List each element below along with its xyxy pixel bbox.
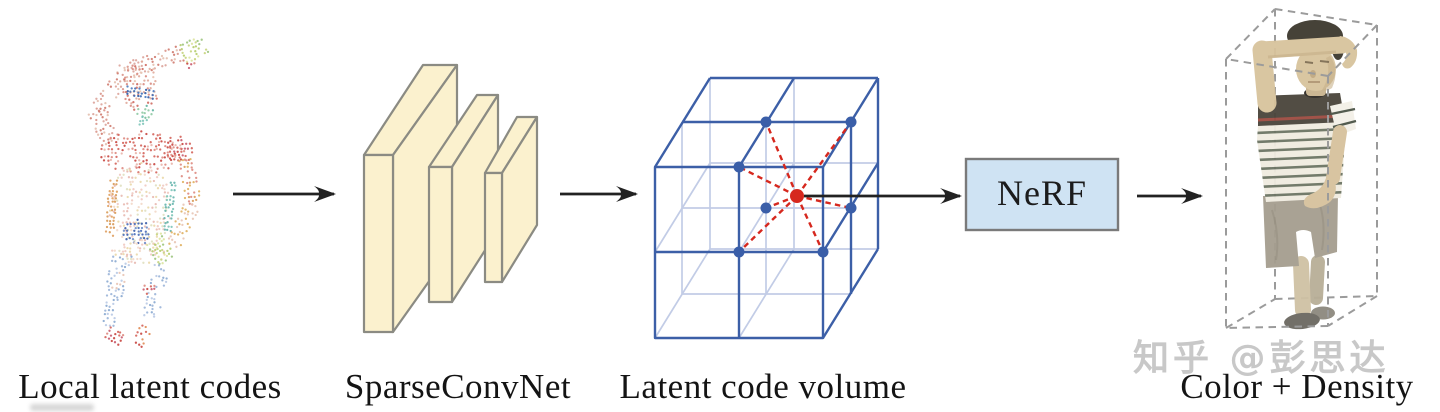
shirt-red-stripe <box>1257 114 1345 122</box>
query-point <box>790 189 804 203</box>
person-eye <box>1319 60 1330 63</box>
latent-code-points <box>733 116 857 258</box>
sleeve-stripe <box>1330 107 1356 116</box>
nerf-box <box>964 157 1120 232</box>
output-bounding-box <box>1225 8 1378 329</box>
person-front-shoe <box>1284 312 1320 330</box>
person-lower-arm <box>1326 125 1347 185</box>
latent-code-volume-cube <box>653 76 880 340</box>
person-shorts <box>1263 194 1338 268</box>
point-cloud-figure <box>87 38 210 348</box>
nerf-box-label: NeRF <box>996 173 1088 214</box>
person-forearm <box>1253 36 1351 59</box>
person-upper-arm <box>1252 40 1277 113</box>
conv-slab-3 <box>483 115 539 284</box>
shorts-folds <box>1271 204 1325 261</box>
label-sparseconvnet: SparseConvNet <box>344 367 572 406</box>
person-photo <box>1252 20 1358 330</box>
forearm-shading <box>1267 50 1337 59</box>
sparseconvnet-slabs <box>362 63 539 334</box>
cropped-text-remnant <box>30 404 94 411</box>
interpolation-lines <box>738 121 852 253</box>
person-fingers <box>1336 36 1358 69</box>
person-eye <box>1304 61 1314 64</box>
person-back-leg <box>1309 255 1325 305</box>
label-latent-code-volume: Latent code volume <box>619 367 907 406</box>
person-front-leg <box>1293 256 1311 318</box>
label-local-latent-codes: Local latent codes <box>18 367 282 406</box>
conv-slab-1 <box>362 63 459 334</box>
face-shading <box>1322 56 1336 91</box>
label-color-density: Color + Density <box>1180 367 1414 406</box>
watermark: 知乎 @彭思达 <box>1133 338 1390 379</box>
